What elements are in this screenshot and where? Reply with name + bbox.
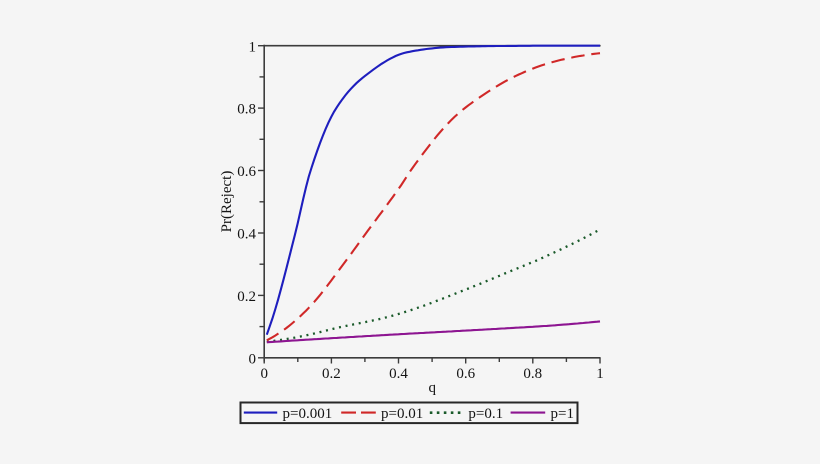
svg-text:0.8: 0.8 <box>237 102 256 118</box>
svg-text:0.4: 0.4 <box>389 366 408 382</box>
svg-text:0.6: 0.6 <box>456 366 475 382</box>
svg-text:0.2: 0.2 <box>237 289 256 305</box>
svg-text:p=0.001: p=0.001 <box>283 406 333 422</box>
svg-text:p=1: p=1 <box>551 406 574 422</box>
svg-text:0.8: 0.8 <box>523 366 542 382</box>
svg-text:0.2: 0.2 <box>322 366 341 382</box>
svg-text:Pr(Reject): Pr(Reject) <box>219 171 235 233</box>
svg-text:0.6: 0.6 <box>237 164 256 180</box>
svg-text:p=0.01: p=0.01 <box>381 406 423 422</box>
svg-text:1: 1 <box>596 366 604 382</box>
svg-text:0: 0 <box>249 351 257 367</box>
svg-text:p=0.1: p=0.1 <box>468 406 503 422</box>
svg-text:0.4: 0.4 <box>237 227 256 243</box>
svg-text:0: 0 <box>260 366 268 382</box>
svg-text:1: 1 <box>249 39 257 55</box>
svg-text:q: q <box>429 380 437 396</box>
